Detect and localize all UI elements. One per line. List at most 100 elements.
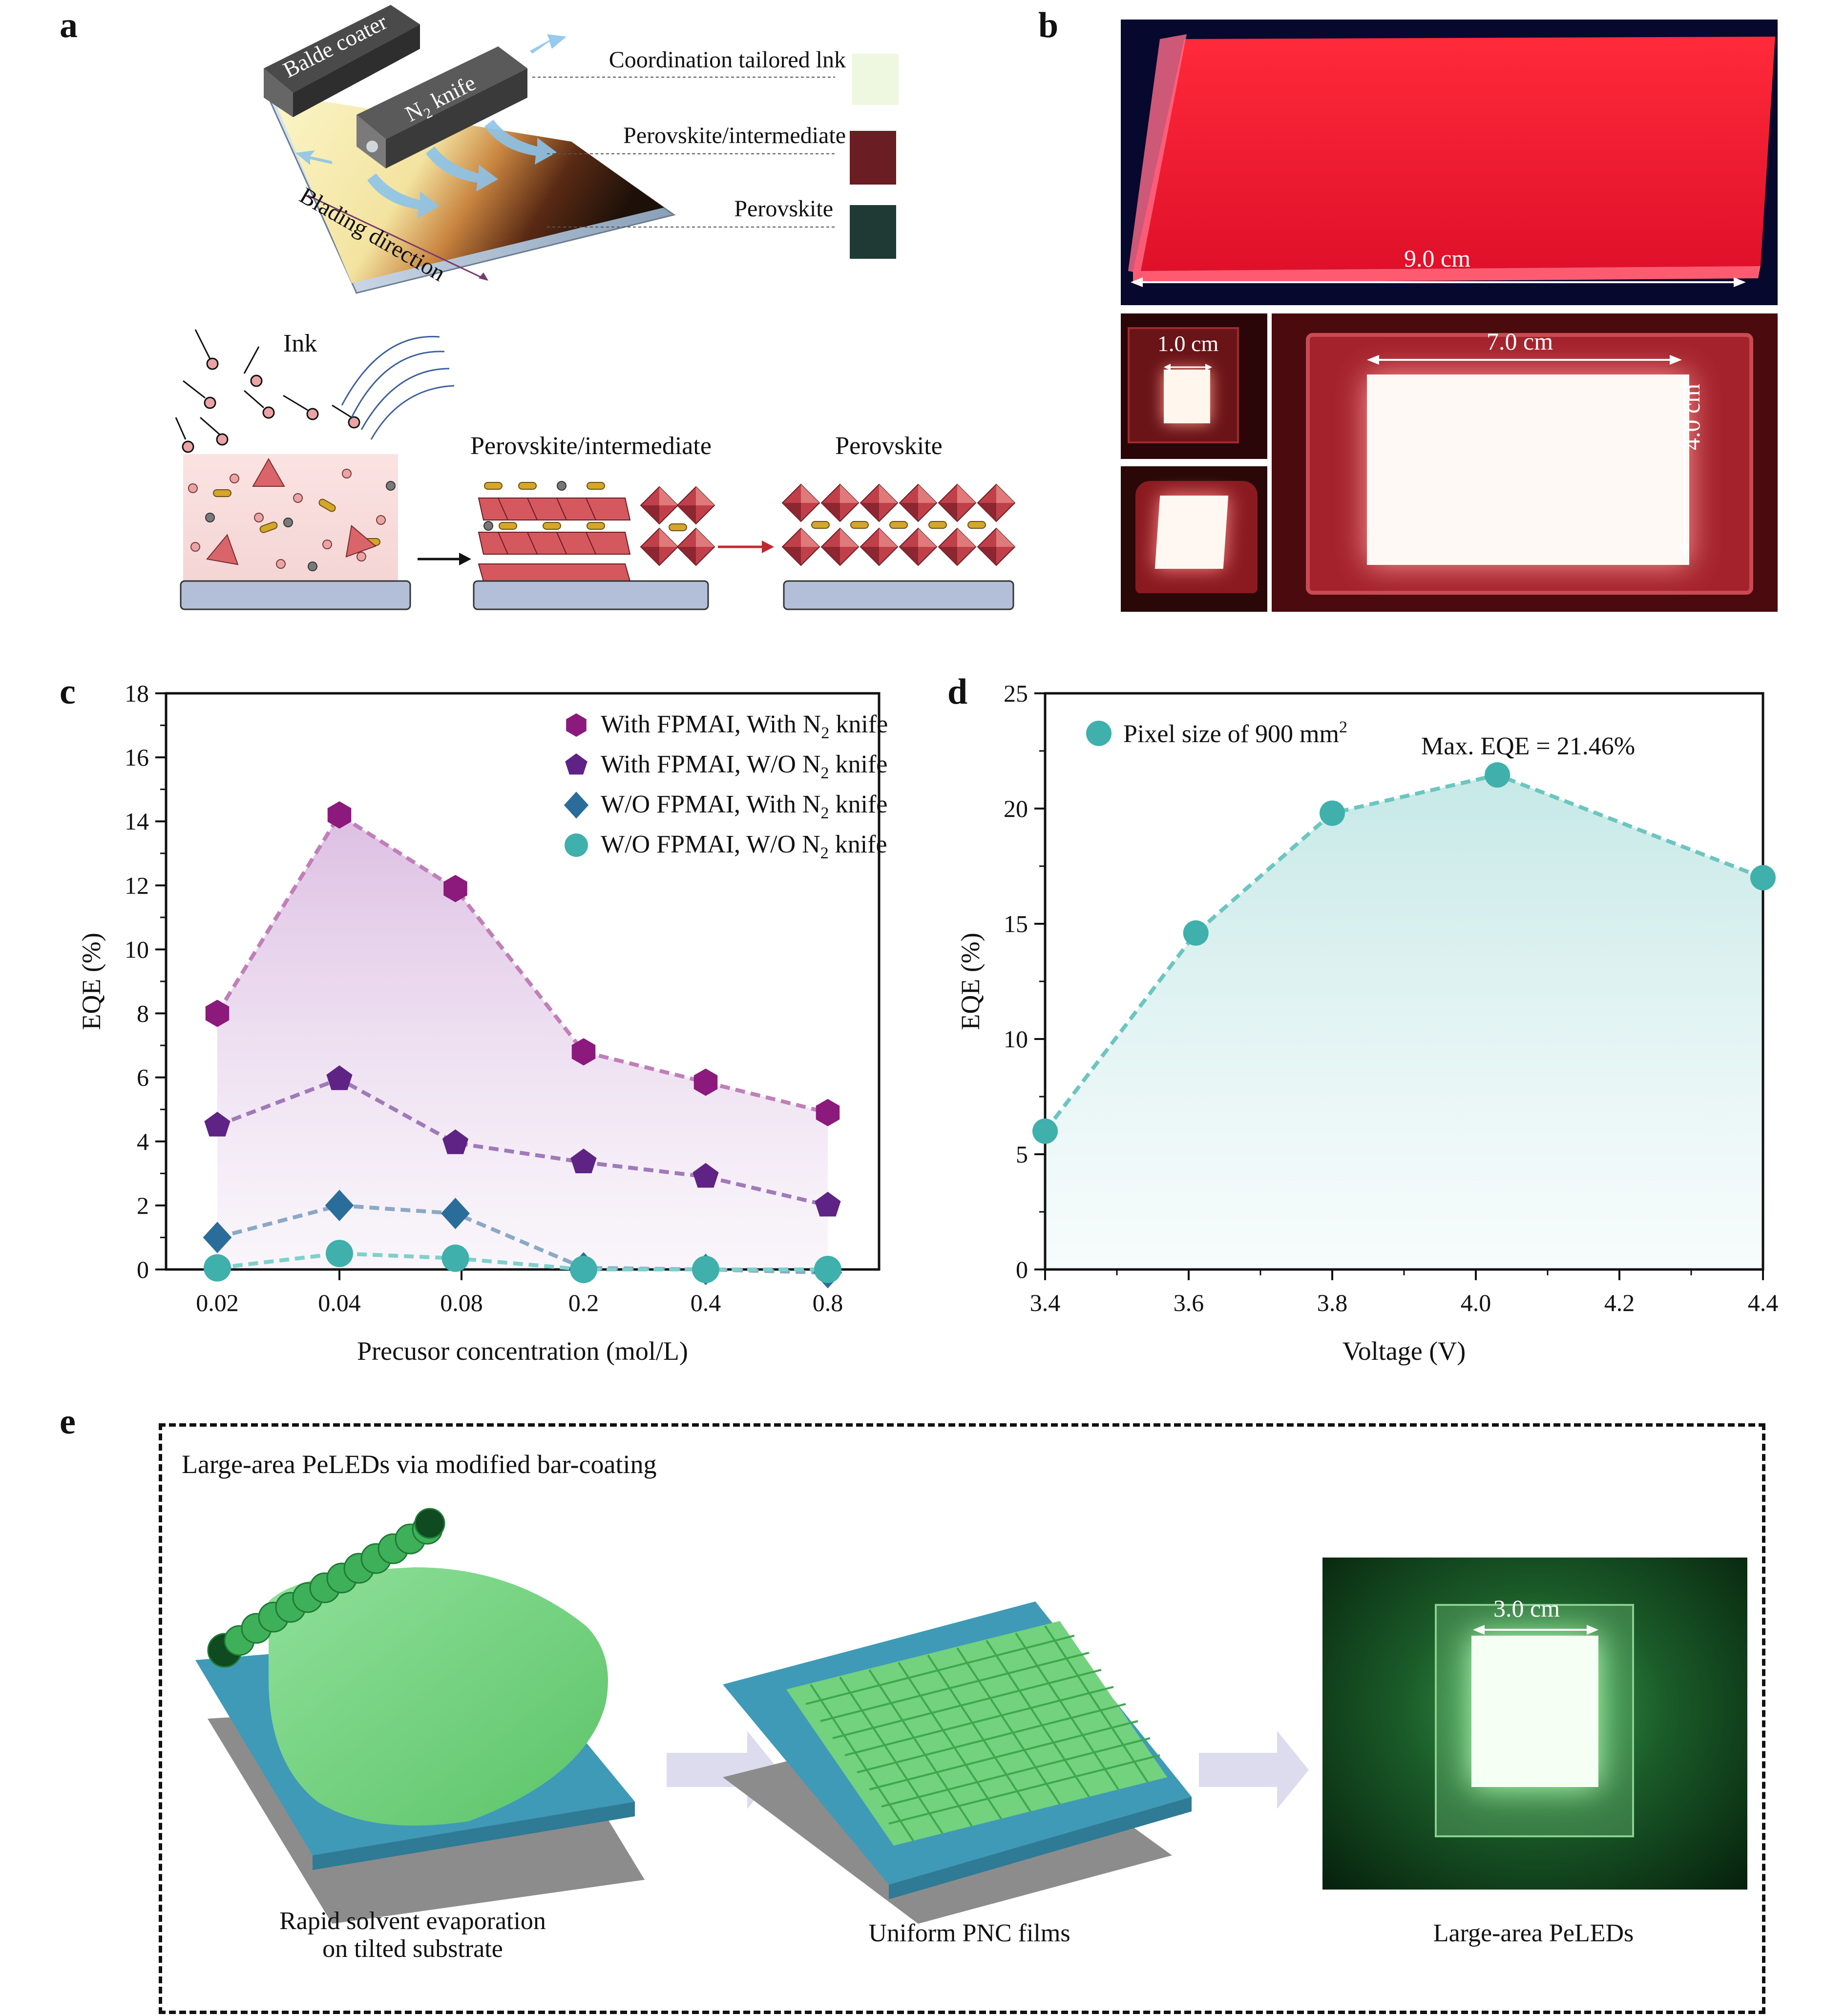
- chart-c-point: [204, 1112, 231, 1137]
- chart-c-point: [692, 1163, 719, 1188]
- chart-c-xtick-label: 0.4: [691, 1289, 721, 1316]
- panel-e-title: Large-area PeLEDs via modified bar-coati…: [182, 1450, 657, 1479]
- ink-molecules: [175, 329, 360, 453]
- swatch-intermediate: [850, 131, 896, 185]
- device-size-label: 3.0 cm: [1493, 1595, 1560, 1622]
- step2-illustration: [723, 1601, 1192, 1924]
- chart-c-point: [443, 874, 467, 902]
- chart-c-point: [815, 1191, 841, 1217]
- chart-d-legend-marker: [1086, 721, 1112, 746]
- chart-d-eqe-vs-voltage: 0 5 10 15 20 25 3.4 3.6 3.8 4.0 4.2 4.4 Voltage (V) E…: [956, 680, 1779, 1366]
- chart-c-eqe-vs-concentration: 0 2 4 6 8 10 12 14 16 18 0.02 0.04 0.08 0.2 0.4 0.8 Prec…: [77, 680, 888, 1366]
- chart-c-shaded-area: [217, 815, 828, 1269]
- chart-d-xtick-label: 4.4: [1748, 1289, 1779, 1316]
- chart-d-annotation: Max. EQE = 21.46%: [1421, 732, 1635, 760]
- substrate-2: [473, 580, 709, 610]
- chart-d-point: [1183, 920, 1209, 946]
- chart-d-ytick-label: 20: [1004, 795, 1028, 822]
- panel-e-frame: [159, 1423, 1765, 2014]
- panel-label-b: b: [1038, 5, 1059, 45]
- chart-d-xtick-label: 4.2: [1604, 1289, 1635, 1316]
- flexible-device-photo: [1121, 466, 1267, 612]
- chart-c-point: [205, 999, 230, 1027]
- chart-c-ytick-label: 6: [137, 1064, 149, 1091]
- chart-c-xtick-label: 0.04: [318, 1289, 361, 1316]
- panel-label-e: e: [60, 1402, 76, 1442]
- small-pixel-label: 1.0 cm: [1157, 331, 1219, 356]
- chart-d-ytick-label: 10: [1004, 1025, 1028, 1053]
- stage2-label: Perovskite/intermediate: [470, 432, 712, 460]
- panel-label-d: d: [947, 672, 968, 712]
- chart-d-xtick-label: 4.0: [1461, 1289, 1491, 1316]
- medium-height-label: 4.0 cm: [1678, 383, 1705, 450]
- chart-d-ytick-label: 25: [1004, 680, 1028, 707]
- chart-c-ytick-label: 0: [137, 1256, 149, 1283]
- chart-c-legend-label: W/O FPMAI, W/O N2 knife: [601, 831, 887, 862]
- chart-c-legend-marker: [565, 833, 588, 857]
- blade-coater: [264, 5, 420, 117]
- chart-c-series-line: [216, 1203, 828, 1275]
- intermediate-layer-label: Perovskite/intermediate: [623, 123, 846, 148]
- chart-c-point: [441, 1198, 470, 1229]
- chart-d-point: [1750, 865, 1776, 891]
- chart-c-ytick-label: 4: [137, 1128, 149, 1155]
- chart-d-ylabel: EQE (%): [956, 933, 985, 1030]
- green-device-photo: 3.0 cm: [1322, 1558, 1747, 1890]
- chart-c-point: [326, 1065, 353, 1090]
- chart-c-point: [816, 1099, 840, 1126]
- chart-c-series-1: [204, 1065, 841, 1217]
- chart-c-legend-label: With FPMAI, W/O N2 knife: [601, 750, 887, 782]
- chart-c-point: [442, 1129, 469, 1154]
- chart-c-xtick-label: 0.2: [568, 1289, 599, 1316]
- step2-caption: Uniform PNC films: [868, 1919, 1070, 1947]
- chart-d-xtick-label: 3.4: [1030, 1289, 1061, 1316]
- chart-c-point: [570, 1148, 597, 1174]
- chart-c-xlabel: Precusor concentration (mol/L): [357, 1336, 688, 1366]
- swatch-ink: [852, 54, 899, 105]
- chart-c-point: [325, 1189, 354, 1222]
- chart-c-ylabel: EQE (%): [77, 933, 106, 1030]
- chart-d-xtick-label: 3.8: [1317, 1289, 1348, 1316]
- airflow-lines: [341, 335, 455, 440]
- small-pixel-photo: 1.0 cm: [1121, 313, 1267, 459]
- chart-c-point: [441, 1245, 469, 1272]
- chart-d-ytick-label: 5: [1016, 1141, 1028, 1168]
- n2-flow-arrows: [295, 34, 566, 218]
- chart-c-legend-marker: [564, 791, 589, 819]
- crystallization-mechanism: Ink Perovskite/intermediate: [175, 329, 1015, 610]
- chart-c-point: [204, 1254, 231, 1282]
- chart-c-ytick-label: 12: [125, 872, 149, 899]
- chart-c-xtick-label: 0.02: [196, 1289, 239, 1316]
- chart-c-legend-marker: [566, 713, 587, 737]
- step3-caption: Large-area PeLEDs: [1433, 1919, 1634, 1947]
- panel-label-c: c: [60, 672, 76, 712]
- blade-coating-schematic: Coordination tailored lnk Perovskite/int…: [264, 5, 899, 294]
- medium-device-photo: 7.0 cm 4.0 cm: [1272, 313, 1778, 612]
- chart-c-legend-label: With FPMAI, With N2 knife: [601, 710, 888, 742]
- substrate-3: [783, 580, 1014, 610]
- chart-d-legend-label: Pixel size of 900 mm2: [1123, 718, 1347, 748]
- chart-c-point: [326, 1240, 353, 1268]
- chart-c-point: [571, 1038, 596, 1066]
- chart-c-point: [692, 1256, 719, 1283]
- chart-d-point: [1320, 800, 1345, 826]
- step-arrow-2: [1199, 1731, 1309, 1809]
- chart-c-series-line: [216, 1077, 828, 1207]
- chart-d-point: [1485, 762, 1510, 788]
- chart-c-point: [570, 1256, 597, 1283]
- ink-layer-label: Coordination tailored lnk: [609, 47, 846, 73]
- chart-c-ytick-label: 14: [125, 808, 149, 835]
- chart-c-ytick-label: 8: [137, 1000, 149, 1027]
- chart-d-point: [1032, 1118, 1058, 1144]
- chart-d-xlabel: Voltage (V): [1343, 1336, 1466, 1366]
- substrate-1: [180, 580, 411, 610]
- step1-illustration: [195, 1508, 645, 1924]
- chart-c-ytick-label: 18: [125, 680, 149, 707]
- chart-d-xtick-label: 3.6: [1174, 1289, 1204, 1316]
- perovskite-structure: [782, 484, 1015, 566]
- chart-c-series-3: [204, 1240, 841, 1283]
- swatch-perovskite: [850, 205, 896, 259]
- stage3-label: Perovskite: [835, 432, 943, 460]
- chart-c-point: [693, 1068, 718, 1096]
- chart-c-ytick-label: 2: [137, 1192, 149, 1219]
